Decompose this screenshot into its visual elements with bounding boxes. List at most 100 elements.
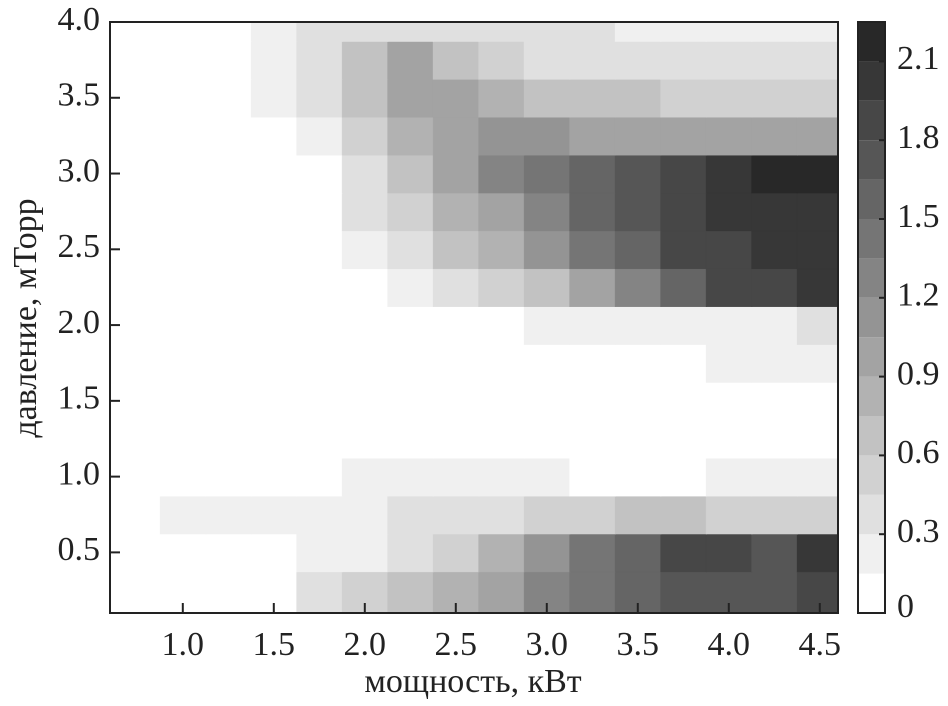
- contour-cell: [432, 40, 480, 80]
- contour-cell: [751, 381, 798, 421]
- contour-cell: [796, 21, 839, 42]
- contour-cell: [250, 192, 298, 232]
- contour-cell: [614, 495, 662, 535]
- contour-cell: [341, 268, 389, 307]
- contour-cell: [796, 268, 839, 307]
- contour-cell: [341, 78, 389, 118]
- contour-cell: [159, 457, 207, 497]
- contour-cell: [751, 268, 798, 307]
- x-tick-label: 2.0: [344, 626, 387, 663]
- y-tick-label: 3.5: [58, 77, 101, 114]
- contour-cell: [705, 457, 753, 497]
- contour-cell: [296, 40, 343, 80]
- contour-cell: [159, 21, 207, 42]
- contour-cell: [614, 154, 662, 194]
- contour-cell: [660, 571, 707, 614]
- contour-cell: [205, 533, 252, 573]
- contour-cell: [159, 40, 207, 80]
- contour-cell: [250, 381, 298, 421]
- contour-cell: [569, 457, 616, 497]
- contour-cell: [614, 78, 662, 118]
- contour-cell: [250, 21, 298, 42]
- colorbar-band: [858, 416, 885, 456]
- contour-cell: [796, 116, 839, 156]
- contour-cell: [705, 268, 753, 307]
- contour-cell: [296, 381, 343, 421]
- colorbar-tick-label: 0.9: [897, 355, 940, 392]
- contour-cell: [660, 116, 707, 156]
- contour-cell: [569, 381, 616, 421]
- y-tick-label: 1.0: [58, 455, 101, 492]
- contour-cell: [751, 419, 798, 459]
- contour-cell: [569, 40, 616, 80]
- contour-cell: [296, 343, 343, 383]
- contour-cell: [341, 495, 389, 535]
- contour-cell: [523, 40, 571, 80]
- contour-cell: [796, 40, 839, 80]
- x-tick-label: 4.0: [708, 626, 751, 663]
- contour-cell: [705, 305, 753, 345]
- contour-cell: [341, 230, 389, 270]
- contour-cell: [205, 78, 252, 118]
- contour-cell: [205, 154, 252, 194]
- contour-cell: [432, 343, 480, 383]
- contour-cell: [159, 343, 207, 383]
- contour-cell: [660, 457, 707, 497]
- contour-cell: [751, 457, 798, 497]
- contour-cell: [796, 495, 839, 535]
- contour-cell: [387, 381, 434, 421]
- contour-cell: [432, 154, 480, 194]
- contour-cell: [478, 571, 525, 614]
- contour-cell: [341, 154, 389, 194]
- colorbar-band: [858, 100, 885, 141]
- colorbar-band: [858, 534, 885, 574]
- contour-cell: [387, 230, 434, 270]
- contour-cell: [296, 154, 343, 194]
- contour-cell: [660, 305, 707, 345]
- contour-cell: [109, 192, 161, 232]
- contour-cell: [159, 495, 207, 535]
- contour-cell: [569, 154, 616, 194]
- contour-cell: [796, 343, 839, 383]
- contour-cell: [341, 343, 389, 383]
- contour-cell: [523, 21, 571, 42]
- contour-cell: [569, 533, 616, 573]
- contour-cell: [296, 21, 343, 42]
- contour-cell: [296, 192, 343, 232]
- contour-cell: [205, 495, 252, 535]
- plot-frame: [109, 21, 839, 614]
- contour-cell: [432, 457, 480, 497]
- contour-cell: [523, 154, 571, 194]
- contour-cell: [387, 495, 434, 535]
- contour-cell: [796, 305, 839, 345]
- contour-cell: [296, 533, 343, 573]
- contour-cell: [432, 419, 480, 459]
- colorbar-band: [858, 573, 885, 613]
- contour-cell: [751, 571, 798, 614]
- contour-cell: [296, 116, 343, 156]
- contour-cell: [387, 343, 434, 383]
- y-axis-label: давление, мТорр: [7, 198, 44, 437]
- y-tick-label: 4.0: [58, 1, 101, 38]
- contour-cell: [660, 154, 707, 194]
- contour-cell: [705, 381, 753, 421]
- contour-cell: [432, 116, 480, 156]
- contour-cell: [660, 495, 707, 535]
- contour-cell: [432, 21, 480, 42]
- contour-cell: [250, 268, 298, 307]
- colorbar-tick-label: 2.1: [897, 40, 940, 77]
- contour-cell: [478, 419, 525, 459]
- colorbar-tick-label: 1.8: [897, 119, 940, 156]
- contour-cell: [523, 457, 571, 497]
- contour-cell: [109, 571, 161, 614]
- contour-cell: [205, 571, 252, 614]
- contour-cell: [660, 533, 707, 573]
- contour-cell: [432, 78, 480, 118]
- contour-cell: [614, 230, 662, 270]
- contour-cell: [751, 533, 798, 573]
- contour-cell: [569, 230, 616, 270]
- contour-cell: [478, 192, 525, 232]
- contour-cell: [569, 343, 616, 383]
- contour-cell: [159, 268, 207, 307]
- colorbar-tick-label: 0.6: [897, 434, 940, 471]
